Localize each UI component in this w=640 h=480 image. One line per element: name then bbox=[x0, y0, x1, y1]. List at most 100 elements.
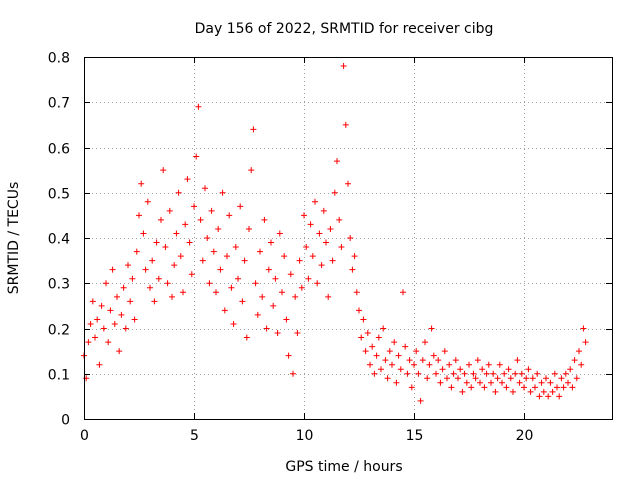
data-point bbox=[166, 207, 173, 214]
data-point bbox=[426, 361, 433, 368]
y-tick-label: 0.4 bbox=[48, 232, 70, 248]
data-point bbox=[373, 352, 380, 359]
data-point bbox=[529, 375, 536, 382]
data-point bbox=[316, 230, 323, 237]
data-point bbox=[347, 235, 354, 241]
data-point bbox=[582, 339, 589, 346]
data-point bbox=[120, 284, 127, 291]
data-point bbox=[215, 225, 222, 232]
data-point bbox=[204, 235, 211, 241]
data-point bbox=[404, 370, 411, 377]
data-point bbox=[224, 253, 230, 260]
data-point bbox=[571, 357, 578, 364]
y-tick-label: 0.6 bbox=[48, 142, 70, 158]
data-point bbox=[136, 212, 142, 219]
data-point bbox=[573, 375, 580, 382]
data-point bbox=[417, 397, 424, 404]
data-point bbox=[257, 248, 263, 255]
data-point bbox=[287, 271, 294, 278]
data-point bbox=[199, 257, 206, 264]
data-point bbox=[230, 320, 237, 327]
data-point bbox=[538, 379, 545, 386]
data-point bbox=[400, 289, 406, 296]
data-point bbox=[527, 388, 534, 395]
data-point bbox=[428, 325, 435, 332]
data-point bbox=[301, 212, 307, 219]
y-tick-label: 0.5 bbox=[48, 187, 70, 203]
data-point bbox=[422, 339, 428, 346]
data-point bbox=[532, 384, 538, 391]
data-point bbox=[375, 334, 382, 341]
data-point bbox=[371, 370, 378, 377]
data-point bbox=[265, 266, 272, 273]
data-point bbox=[490, 370, 497, 377]
data-point bbox=[521, 384, 527, 391]
data-point bbox=[232, 244, 239, 251]
data-point bbox=[503, 384, 510, 391]
data-point bbox=[525, 366, 532, 373]
data-point bbox=[241, 257, 248, 264]
data-point bbox=[435, 357, 442, 364]
data-point bbox=[250, 126, 257, 133]
data-point bbox=[424, 375, 431, 382]
data-point bbox=[213, 289, 219, 296]
data-point bbox=[290, 370, 296, 377]
data-point bbox=[523, 375, 530, 382]
data-point bbox=[505, 366, 512, 373]
data-point bbox=[142, 266, 149, 273]
data-point bbox=[499, 379, 505, 386]
data-point bbox=[180, 289, 186, 296]
data-point bbox=[94, 316, 101, 323]
data-point bbox=[177, 253, 184, 260]
data-point bbox=[457, 366, 464, 373]
data-point bbox=[408, 384, 415, 391]
data-point bbox=[351, 253, 358, 260]
data-point bbox=[303, 244, 310, 251]
data-point bbox=[510, 388, 516, 395]
data-point bbox=[512, 370, 519, 377]
data-point bbox=[162, 244, 169, 251]
data-point bbox=[353, 289, 360, 296]
data-point bbox=[155, 275, 162, 282]
data-point bbox=[494, 375, 501, 382]
data-point bbox=[173, 230, 180, 237]
data-point bbox=[455, 375, 461, 382]
data-point bbox=[543, 375, 549, 382]
data-point bbox=[191, 203, 197, 210]
data-point bbox=[452, 357, 459, 364]
data-point bbox=[294, 330, 301, 337]
data-point bbox=[534, 370, 541, 377]
data-point bbox=[283, 316, 290, 323]
y-tick-label: 0.2 bbox=[48, 323, 70, 339]
data-point bbox=[576, 348, 582, 355]
data-point bbox=[514, 357, 521, 364]
data-point bbox=[444, 375, 450, 382]
data-point bbox=[208, 207, 215, 214]
data-point bbox=[169, 293, 175, 300]
y-tick-label: 0.7 bbox=[48, 96, 70, 112]
data-point bbox=[261, 216, 268, 223]
chart-title: Day 156 of 2022, SRMTID for receiver cib… bbox=[195, 21, 494, 37]
x-tick-label: 0 bbox=[80, 428, 89, 444]
data-point bbox=[276, 230, 283, 237]
y-tick-label: 0.1 bbox=[48, 368, 70, 384]
data-point bbox=[270, 302, 277, 309]
data-point bbox=[122, 325, 129, 332]
data-point bbox=[518, 370, 525, 377]
data-point bbox=[393, 379, 400, 386]
data-point bbox=[140, 230, 147, 237]
data-point bbox=[496, 361, 503, 368]
data-point bbox=[382, 357, 389, 364]
data-point bbox=[96, 361, 103, 368]
data-point bbox=[560, 384, 567, 391]
data-point bbox=[89, 298, 96, 305]
data-point bbox=[369, 343, 376, 350]
data-point bbox=[263, 325, 270, 332]
data-point bbox=[309, 253, 316, 260]
data-point bbox=[488, 379, 494, 386]
data-point bbox=[274, 330, 281, 337]
data-point bbox=[395, 352, 402, 359]
data-point bbox=[516, 379, 523, 386]
data-point bbox=[100, 325, 107, 332]
